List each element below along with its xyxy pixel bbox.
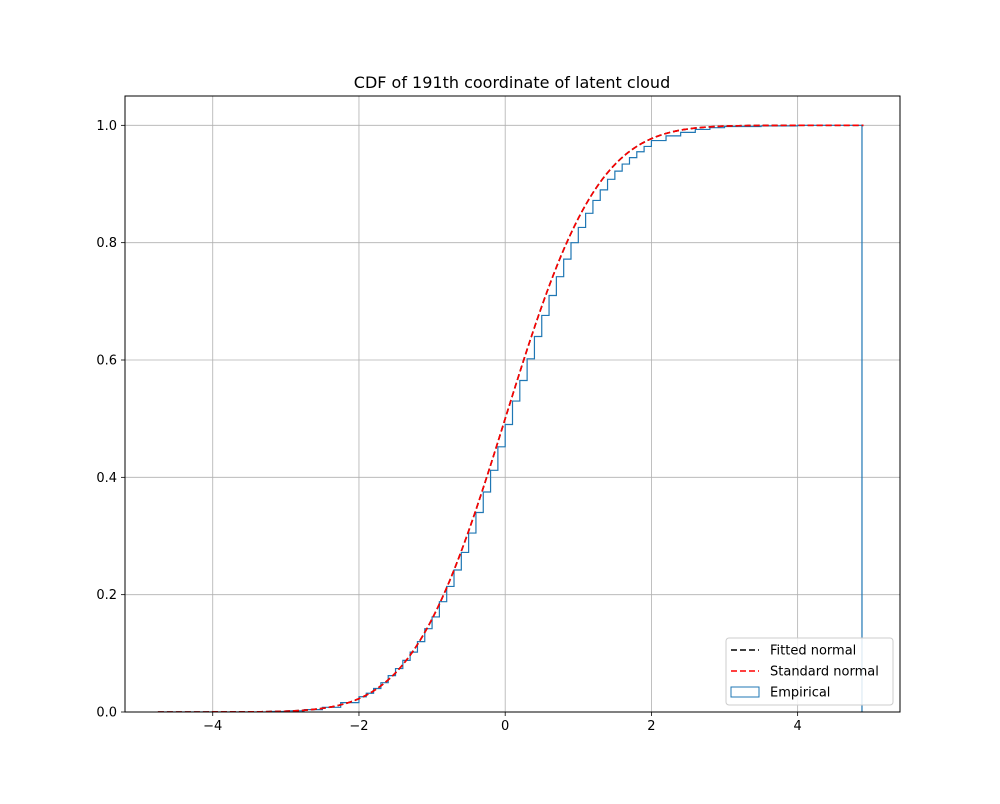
- legend: Fitted normal Standard normal Empirical: [725, 637, 894, 706]
- legend-label: Empirical: [770, 686, 830, 701]
- x-tick-label: −2: [349, 719, 368, 734]
- y-tick-label: 0.6: [96, 354, 117, 369]
- x-tick-label: −4: [203, 719, 222, 734]
- legend-box: [725, 637, 894, 706]
- x-tick-label: 2: [647, 719, 655, 734]
- chart-title: CDF of 191th coordinate of latent cloud: [354, 73, 670, 92]
- y-tick-label: 0.4: [96, 471, 117, 486]
- legend-label: Fitted normal: [770, 644, 856, 659]
- x-tick-label: 0: [501, 719, 509, 734]
- y-tick-label: 0.2: [96, 588, 117, 603]
- y-tick-label: 1.0: [96, 119, 117, 134]
- empirical-cdf-step: [157, 124, 863, 712]
- axis-ticks: −4 −2 0 2 4 0.0 0.2 0.4 0.6 0.8 1.0: [96, 119, 801, 734]
- legend-swatch: [730, 686, 760, 698]
- legend-label: Standard normal: [770, 665, 879, 680]
- plot-frame: [124, 95, 901, 713]
- y-tick-label: 0.8: [96, 236, 117, 251]
- y-tick-label: 0.0: [96, 706, 117, 721]
- x-tick-label: 4: [794, 719, 802, 734]
